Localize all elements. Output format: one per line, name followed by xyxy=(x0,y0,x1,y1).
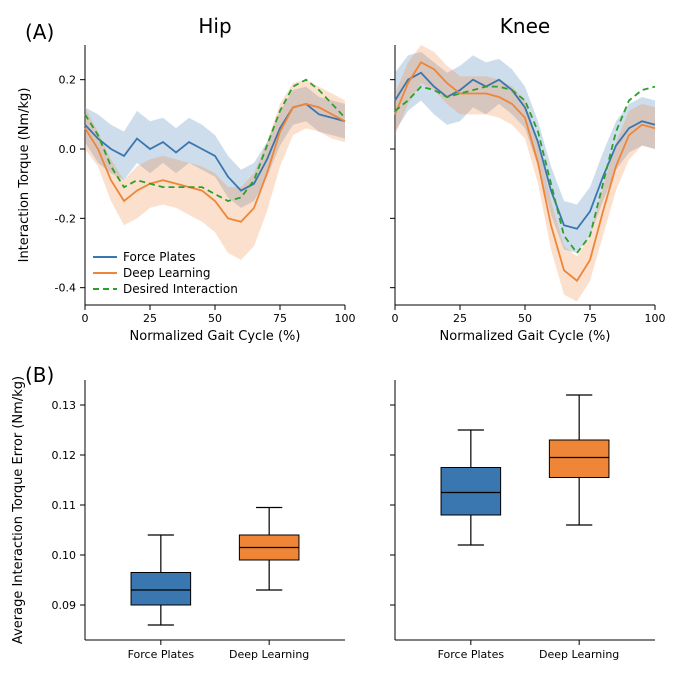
legend-label: Force Plates xyxy=(123,250,196,264)
xtick-label: 25 xyxy=(453,312,467,325)
ytick-label: 0.0 xyxy=(59,143,77,156)
y-axis-label-A: Interaction Torque (Nm/kg) xyxy=(17,88,32,263)
xtick-label: 25 xyxy=(143,312,157,325)
ytick-label: 0.11 xyxy=(52,499,77,512)
box xyxy=(441,468,501,516)
x-axis-label: Normalized Gait Cycle (%) xyxy=(130,329,301,344)
box xyxy=(549,440,609,478)
ytick-label: 0.13 xyxy=(52,399,77,412)
xtick-label: 100 xyxy=(335,312,356,325)
ytick-label: -0.4 xyxy=(55,282,76,295)
legend-label: Deep Learning xyxy=(123,266,211,280)
x-axis-label: Normalized Gait Cycle (%) xyxy=(440,329,611,344)
xtick-label: 75 xyxy=(583,312,597,325)
panel-label-B: (B) xyxy=(25,363,54,387)
xtick-label: 0 xyxy=(392,312,399,325)
xtick-category: Force Plates xyxy=(128,648,195,661)
y-axis-label-B: Average Interaction Torque Error (Nm/kg) xyxy=(11,376,26,644)
legend-label: Desired Interaction xyxy=(123,282,238,296)
figure-root: Hip Knee (A) (B) Interaction Torque (Nm/kg) A… xyxy=(0,0,684,681)
xtick-label: 50 xyxy=(518,312,532,325)
ytick-label: 0.12 xyxy=(52,449,77,462)
box xyxy=(131,573,191,606)
xtick-label: 0 xyxy=(82,312,89,325)
hip-title: Hip xyxy=(198,14,231,38)
xtick-label: 50 xyxy=(208,312,222,325)
figure-svg: Hip Knee (A) (B) Interaction Torque (Nm/kg) A… xyxy=(0,0,684,681)
ytick-label: 0.10 xyxy=(52,549,77,562)
xtick-category: Force Plates xyxy=(438,648,505,661)
dl-band xyxy=(395,45,655,302)
ytick-label: -0.2 xyxy=(55,212,76,225)
xtick-label: 75 xyxy=(273,312,287,325)
ytick-label: 0.2 xyxy=(59,74,77,87)
xtick-label: 100 xyxy=(645,312,666,325)
ytick-label: 0.09 xyxy=(52,599,77,612)
knee-title: Knee xyxy=(500,14,550,38)
xtick-category: Deep Learning xyxy=(229,648,309,661)
panel-label-A: (A) xyxy=(25,20,54,44)
xtick-category: Deep Learning xyxy=(539,648,619,661)
